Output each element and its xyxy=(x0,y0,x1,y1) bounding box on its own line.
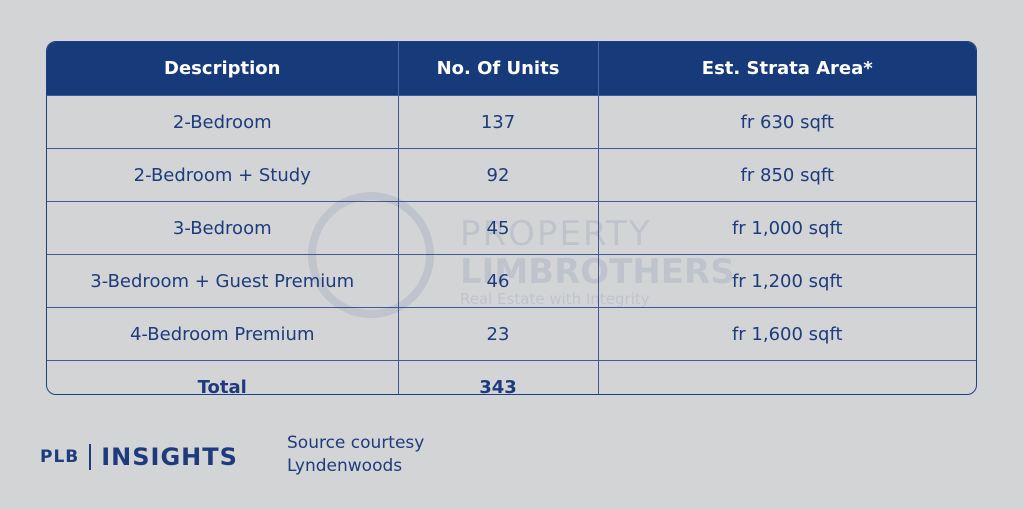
logo-insights: INSIGHTS xyxy=(101,443,238,471)
cell-total-units: 343 xyxy=(398,360,599,394)
cell-description: 3-Bedroom xyxy=(47,201,399,255)
unit-mix-table: Description No. Of Units Est. Strata Are… xyxy=(47,42,976,394)
cell-total-label: Total xyxy=(47,360,399,394)
unit-mix-table-container: Description No. Of Units Est. Strata Are… xyxy=(46,41,977,395)
cell-area: fr 1,200 sqft xyxy=(598,254,976,308)
cell-units: 23 xyxy=(398,307,599,361)
cell-description: 2-Bedroom xyxy=(47,95,399,149)
cell-units: 45 xyxy=(398,201,599,255)
cell-area: fr 1,600 sqft xyxy=(598,307,976,361)
cell-area: fr 1,000 sqft xyxy=(598,201,976,255)
logo-plb: PLB xyxy=(40,447,80,467)
table-row: 2-Bedroom + Study 92 fr 850 sqft xyxy=(47,148,976,202)
table-row: 3-Bedroom + Guest Premium 46 fr 1,200 sq… xyxy=(47,254,976,308)
header-units: No. Of Units xyxy=(398,42,599,96)
cell-total-area xyxy=(598,360,976,394)
cell-description: 4-Bedroom Premium xyxy=(47,307,399,361)
table-total-row: Total 343 xyxy=(47,360,976,394)
cell-description: 2-Bedroom + Study xyxy=(47,148,399,202)
header-strata-area: Est. Strata Area* xyxy=(598,42,976,96)
logo-divider xyxy=(89,444,92,470)
source-line1: Source courtesy xyxy=(287,433,425,453)
plb-insights-logo: PLB INSIGHTS xyxy=(40,442,238,472)
table-row: 3-Bedroom 45 fr 1,000 sqft xyxy=(47,201,976,255)
cell-area: fr 850 sqft xyxy=(598,148,976,202)
table-header-row: Description No. Of Units Est. Strata Are… xyxy=(47,42,976,96)
cell-area: fr 630 sqft xyxy=(598,95,976,149)
cell-units: 137 xyxy=(398,95,599,149)
source-credit: Source courtesy Lyndenwoods xyxy=(287,432,424,478)
table-row: 2-Bedroom 137 fr 630 sqft xyxy=(47,95,976,149)
header-description: Description xyxy=(47,42,399,96)
cell-units: 92 xyxy=(398,148,599,202)
table-row: 4-Bedroom Premium 23 fr 1,600 sqft xyxy=(47,307,976,361)
source-line2: Lyndenwoods xyxy=(287,456,403,476)
cell-description: 3-Bedroom + Guest Premium xyxy=(47,254,399,308)
cell-units: 46 xyxy=(398,254,599,308)
